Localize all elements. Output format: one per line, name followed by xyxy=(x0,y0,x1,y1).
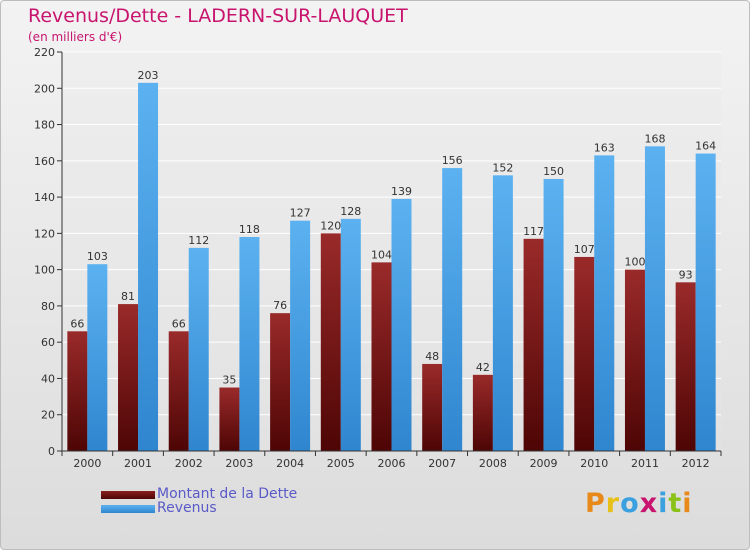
bar-revenus xyxy=(594,155,615,452)
bar-dette xyxy=(675,282,696,451)
data-label: 81 xyxy=(121,290,135,303)
data-label: 93 xyxy=(679,268,693,281)
y-tick-label: 180 xyxy=(34,119,55,132)
data-label: 164 xyxy=(695,140,716,153)
y-tick-label: 200 xyxy=(34,82,55,95)
x-tick-label: 2012 xyxy=(682,457,710,470)
chart-title: Revenus/Dette - LADERN-SUR-LAUQUET xyxy=(28,5,408,27)
bar-revenus xyxy=(87,264,108,451)
x-tick-label: 2010 xyxy=(580,457,608,470)
legend-swatch-dette xyxy=(101,491,155,499)
y-tick-label: 140 xyxy=(34,191,55,204)
y-tick-label: 220 xyxy=(34,46,55,59)
data-label: 152 xyxy=(492,161,513,174)
data-label: 128 xyxy=(340,205,361,218)
y-tick-label: 20 xyxy=(41,409,55,422)
data-label: 66 xyxy=(172,317,186,330)
x-tick-label: 2001 xyxy=(124,457,152,470)
data-label: 150 xyxy=(543,165,564,178)
legend-label-dette: Montant de la Dette xyxy=(157,486,298,502)
bar-revenus xyxy=(695,153,716,451)
y-tick-label: 100 xyxy=(34,264,55,277)
x-tick-label: 2011 xyxy=(631,457,659,470)
bar-dette xyxy=(523,238,544,451)
y-tick-label: 160 xyxy=(34,155,55,168)
bar-dette xyxy=(67,331,88,451)
chart-subtitle: (en milliers d'€) xyxy=(28,30,123,44)
data-label: 104 xyxy=(371,248,392,261)
bar-revenus xyxy=(340,218,361,451)
data-label: 203 xyxy=(138,69,159,82)
data-label: 66 xyxy=(70,317,84,330)
bar-dette xyxy=(371,262,392,451)
bar-dette xyxy=(472,374,493,451)
data-label: 107 xyxy=(574,243,595,256)
x-tick-label: 2004 xyxy=(276,457,304,470)
logo-letter: i xyxy=(658,488,669,519)
bar-revenus xyxy=(188,247,209,451)
logo-letter: i xyxy=(682,488,693,519)
bar-revenus xyxy=(543,178,564,452)
y-tick-label: 60 xyxy=(41,336,55,349)
legend-label-revenus: Revenus xyxy=(157,500,217,516)
x-tick-label: 2007 xyxy=(428,457,456,470)
bar-revenus xyxy=(239,236,260,451)
bar-dette xyxy=(422,363,443,451)
x-tick-label: 2003 xyxy=(225,457,253,470)
bar-dette xyxy=(118,304,139,451)
logo-letter: x xyxy=(639,488,659,519)
bar-dette xyxy=(219,387,240,451)
x-tick-label: 2000 xyxy=(73,457,101,470)
data-label: 163 xyxy=(594,141,615,154)
logo-letter: P xyxy=(585,488,606,519)
data-label: 156 xyxy=(442,154,463,167)
bar-dette xyxy=(270,313,291,451)
data-label: 139 xyxy=(391,185,412,198)
data-label: 42 xyxy=(476,361,490,374)
bar-revenus xyxy=(391,198,412,451)
data-label: 120 xyxy=(320,219,341,232)
x-tick-label: 2005 xyxy=(327,457,355,470)
logo-letter: o xyxy=(620,488,640,519)
x-tick-label: 2009 xyxy=(530,457,558,470)
logo-letter: r xyxy=(605,488,621,519)
bar-revenus xyxy=(138,82,159,451)
bar-revenus xyxy=(644,146,665,452)
data-label: 76 xyxy=(273,299,287,312)
bar-dette xyxy=(624,269,645,451)
y-tick-label: 0 xyxy=(48,445,55,458)
x-tick-label: 2006 xyxy=(378,457,406,470)
logo-letter: t xyxy=(668,488,683,519)
y-tick-label: 40 xyxy=(41,372,55,385)
data-label: 168 xyxy=(644,132,665,145)
data-label: 112 xyxy=(188,234,209,247)
data-label: 103 xyxy=(87,250,108,263)
bar-revenus xyxy=(492,175,513,451)
proxiti-logo: Proxiti xyxy=(585,488,693,519)
legend-swatch-revenus xyxy=(101,505,155,513)
bar-dette xyxy=(168,331,189,451)
bar-dette xyxy=(574,256,595,451)
data-label: 127 xyxy=(290,207,311,220)
data-label: 35 xyxy=(222,374,236,387)
data-label: 117 xyxy=(523,225,544,238)
bar-revenus xyxy=(442,168,463,451)
data-label: 118 xyxy=(239,223,260,236)
x-tick-label: 2008 xyxy=(479,457,507,470)
x-tick-label: 2002 xyxy=(175,457,203,470)
bar-revenus xyxy=(290,220,311,451)
y-tick-label: 80 xyxy=(41,300,55,313)
bar-dette xyxy=(320,233,341,451)
data-label: 48 xyxy=(425,350,439,363)
data-label: 100 xyxy=(624,256,645,269)
y-tick-label: 120 xyxy=(34,227,55,240)
